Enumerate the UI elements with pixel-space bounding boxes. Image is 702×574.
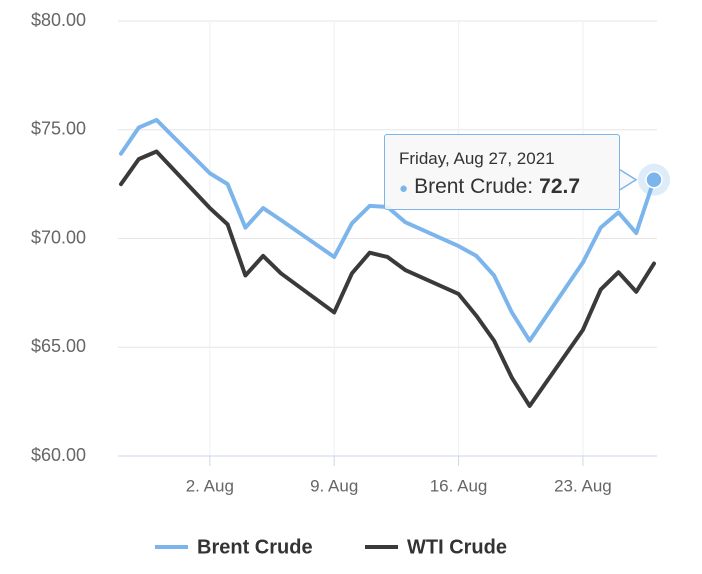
y-tick-label: $60.00 bbox=[31, 445, 86, 465]
legend-label[interactable]: WTI Crude bbox=[407, 536, 507, 558]
x-tick-label: 16. Aug bbox=[430, 476, 488, 495]
tooltip-row: ● Brent Crude 72.7 bbox=[399, 175, 619, 199]
series-line bbox=[119, 149, 656, 408]
tooltip-pointer bbox=[619, 169, 638, 191]
tooltip: Friday, Aug 27, 2021 ● Brent Crude 72.7 bbox=[384, 134, 620, 210]
y-tick-label: $65.00 bbox=[31, 336, 86, 356]
x-tick-label: 2. Aug bbox=[186, 476, 234, 495]
tooltip-series: Brent Crude bbox=[414, 175, 533, 198]
x-tick-label: 9. Aug bbox=[310, 476, 358, 495]
tooltip-header: Friday, Aug 27, 2021 bbox=[399, 149, 555, 168]
legend-label[interactable]: Brent Crude bbox=[197, 536, 313, 558]
tooltip-dot: ● bbox=[399, 180, 409, 197]
y-tick-label: $70.00 bbox=[31, 227, 86, 247]
hover-marker bbox=[645, 171, 663, 189]
x-tick-label: 23. Aug bbox=[554, 476, 612, 495]
y-tick-label: $80.00 bbox=[31, 10, 86, 30]
y-tick-label: $75.00 bbox=[31, 119, 86, 139]
tooltip-value: 72.7 bbox=[539, 175, 581, 198]
